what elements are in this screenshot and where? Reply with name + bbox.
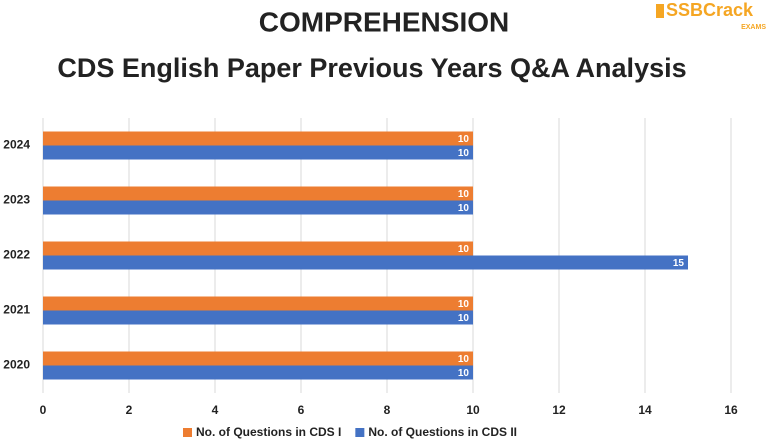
legend-swatch (183, 428, 192, 437)
legend-label: No. of Questions in CDS II (368, 425, 517, 439)
data-label: 10 (458, 203, 470, 214)
x-tick-label: 4 (212, 403, 219, 417)
data-label: 10 (458, 354, 470, 365)
legend-label: No. of Questions in CDS I (196, 425, 341, 439)
data-label: 10 (458, 244, 470, 255)
y-tick-label: 2023 (3, 193, 30, 207)
x-tick-label: 2 (126, 403, 133, 417)
y-tick-label: 2020 (3, 358, 30, 372)
data-label: 10 (458, 368, 470, 379)
data-label: 10 (458, 189, 470, 200)
bar (43, 255, 688, 270)
data-label: 15 (673, 258, 685, 269)
x-tick-label: 14 (638, 403, 652, 417)
data-label: 10 (458, 134, 470, 145)
logo-sub: EXAMS (741, 24, 766, 31)
bar (43, 200, 473, 215)
x-tick-label: 16 (724, 403, 738, 417)
chart-title: COMPREHENSION (259, 6, 509, 37)
bar (43, 131, 473, 146)
x-tick-label: 12 (552, 403, 566, 417)
bar (43, 365, 473, 380)
bar (43, 186, 473, 201)
legend-swatch (355, 428, 365, 437)
bar (43, 296, 473, 311)
bar (43, 351, 473, 366)
data-label: 10 (458, 299, 470, 310)
chart-subtitle: CDS English Paper Previous Years Q&A Ana… (57, 53, 686, 83)
data-label: 10 (458, 313, 470, 324)
logo-name: SSBCrack (666, 0, 754, 20)
x-tick-label: 6 (298, 403, 305, 417)
x-tick-label: 0 (40, 403, 47, 417)
y-tick-label: 2022 (3, 248, 30, 262)
y-tick-label: 2024 (3, 138, 30, 152)
x-tick-label: 10 (466, 403, 480, 417)
logo-icon (656, 4, 664, 18)
y-tick-label: 2021 (3, 303, 30, 317)
bar (43, 310, 473, 325)
x-tick-label: 8 (384, 403, 391, 417)
bar (43, 145, 473, 160)
data-label: 10 (458, 148, 470, 159)
bar (43, 241, 473, 256)
